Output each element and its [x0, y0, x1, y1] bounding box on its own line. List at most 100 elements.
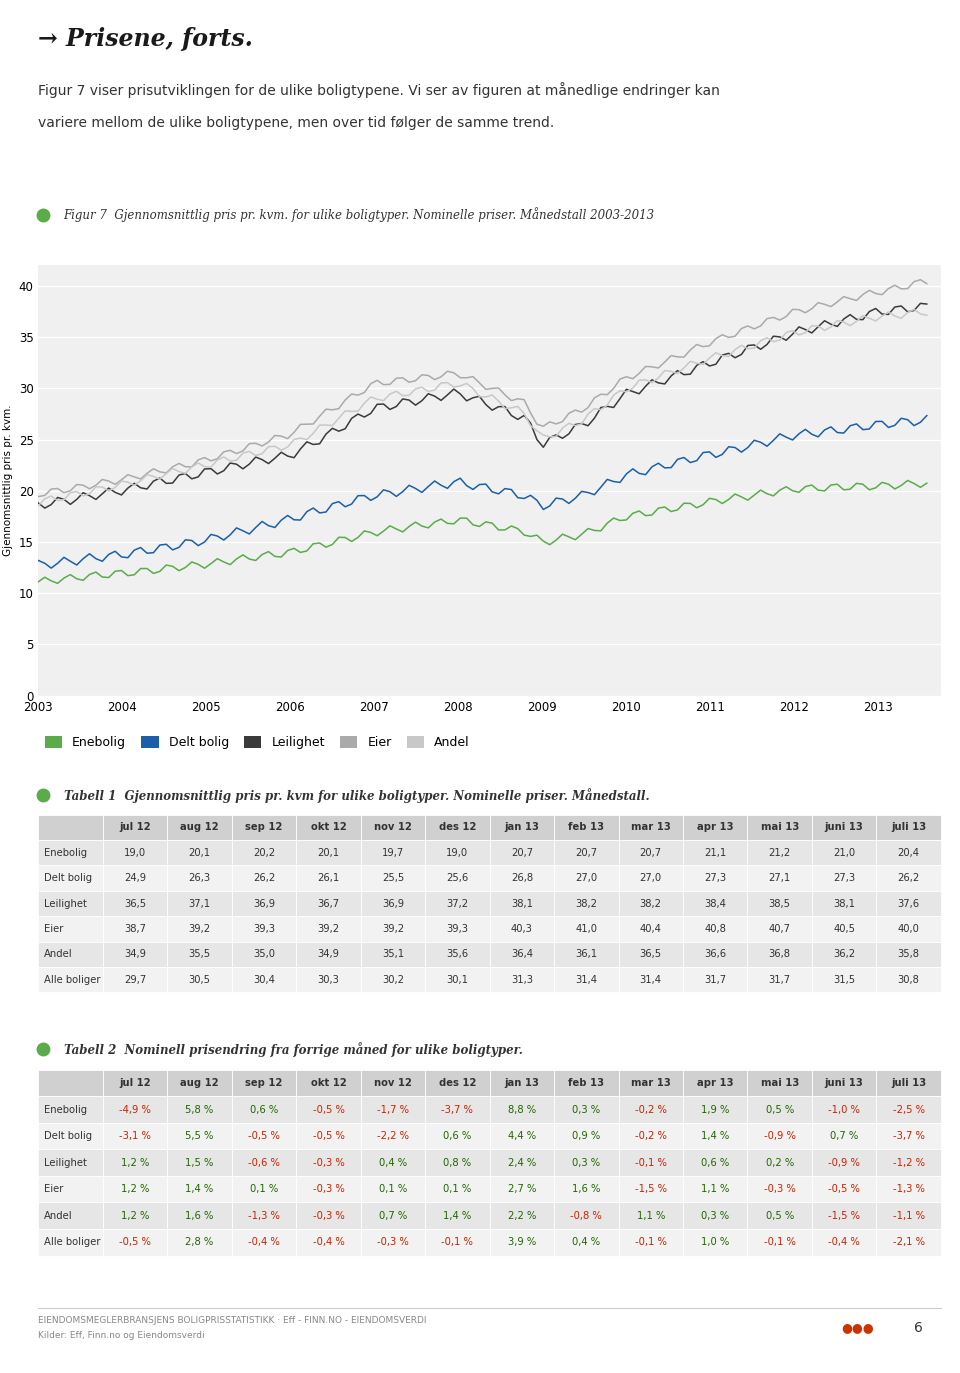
- Text: 36,5: 36,5: [124, 898, 146, 909]
- Text: Alle boliger: Alle boliger: [44, 1237, 100, 1247]
- Text: 20,7: 20,7: [575, 847, 597, 858]
- FancyBboxPatch shape: [812, 840, 876, 865]
- Text: 27,1: 27,1: [769, 873, 791, 883]
- FancyBboxPatch shape: [554, 967, 618, 993]
- Text: 1,4 %: 1,4 %: [701, 1131, 730, 1141]
- Text: apr 13: apr 13: [697, 822, 733, 832]
- Text: 39,3: 39,3: [446, 924, 468, 934]
- FancyBboxPatch shape: [361, 891, 425, 916]
- Text: 36,9: 36,9: [252, 898, 276, 909]
- Text: 39,3: 39,3: [253, 924, 275, 934]
- Text: juli 13: juli 13: [891, 1078, 926, 1087]
- Text: -2,2 %: -2,2 %: [377, 1131, 409, 1141]
- FancyBboxPatch shape: [231, 865, 297, 891]
- Text: Andel: Andel: [44, 949, 72, 960]
- Text: 1,1 %: 1,1 %: [636, 1211, 665, 1221]
- Text: feb 13: feb 13: [568, 822, 604, 832]
- Text: 0,4 %: 0,4 %: [379, 1157, 407, 1167]
- Text: variere mellom de ulike boligtypene, men over tid følger de samme trend.: variere mellom de ulike boligtypene, men…: [38, 117, 555, 130]
- Legend: Enebolig, Delt bolig, Leilighet, Eier, Andel: Enebolig, Delt bolig, Leilighet, Eier, A…: [45, 736, 469, 748]
- Text: EIENDOMSMEGLERBRANSJENS BOLIGPRISSTATISTIKK · Eff - FINN.NO - EIENDOMSVERDI: EIENDOMSMEGLERBRANSJENS BOLIGPRISSTATIST…: [38, 1315, 427, 1325]
- FancyBboxPatch shape: [618, 942, 683, 967]
- FancyBboxPatch shape: [297, 1070, 361, 1096]
- FancyBboxPatch shape: [683, 1203, 748, 1229]
- FancyBboxPatch shape: [38, 1123, 103, 1149]
- FancyBboxPatch shape: [683, 967, 748, 993]
- Text: 26,2: 26,2: [898, 873, 920, 883]
- FancyBboxPatch shape: [618, 891, 683, 916]
- Text: 40,8: 40,8: [705, 924, 726, 934]
- Text: -0,4 %: -0,4 %: [248, 1237, 280, 1247]
- Y-axis label: Gjennomsnittlig pris pr. kvm.: Gjennomsnittlig pris pr. kvm.: [3, 405, 13, 556]
- Text: 0,1 %: 0,1 %: [250, 1184, 278, 1195]
- FancyBboxPatch shape: [490, 1229, 554, 1255]
- Text: 31,4: 31,4: [575, 975, 597, 984]
- FancyBboxPatch shape: [490, 967, 554, 993]
- Text: Enebolig: Enebolig: [44, 847, 87, 858]
- Text: 27,0: 27,0: [639, 873, 661, 883]
- Text: 0,2 %: 0,2 %: [765, 1157, 794, 1167]
- Text: 38,4: 38,4: [705, 898, 726, 909]
- FancyBboxPatch shape: [490, 865, 554, 891]
- FancyBboxPatch shape: [490, 916, 554, 942]
- FancyBboxPatch shape: [361, 1096, 425, 1123]
- FancyBboxPatch shape: [618, 1229, 683, 1255]
- FancyBboxPatch shape: [167, 840, 231, 865]
- FancyBboxPatch shape: [425, 1229, 490, 1255]
- Text: 0,9 %: 0,9 %: [572, 1131, 600, 1141]
- FancyBboxPatch shape: [812, 1149, 876, 1175]
- FancyBboxPatch shape: [748, 840, 812, 865]
- Text: 36,4: 36,4: [511, 949, 533, 960]
- FancyBboxPatch shape: [425, 916, 490, 942]
- FancyBboxPatch shape: [683, 1070, 748, 1096]
- FancyBboxPatch shape: [618, 1070, 683, 1096]
- FancyBboxPatch shape: [748, 814, 812, 840]
- FancyBboxPatch shape: [618, 814, 683, 840]
- Text: 0,3 %: 0,3 %: [572, 1157, 600, 1167]
- FancyBboxPatch shape: [38, 840, 103, 865]
- Text: -0,2 %: -0,2 %: [635, 1104, 666, 1115]
- FancyBboxPatch shape: [231, 814, 297, 840]
- FancyBboxPatch shape: [425, 1149, 490, 1175]
- FancyBboxPatch shape: [38, 1149, 103, 1175]
- Text: 34,9: 34,9: [318, 949, 340, 960]
- FancyBboxPatch shape: [554, 865, 618, 891]
- FancyBboxPatch shape: [231, 942, 297, 967]
- FancyBboxPatch shape: [876, 1096, 941, 1123]
- FancyBboxPatch shape: [231, 916, 297, 942]
- FancyBboxPatch shape: [490, 814, 554, 840]
- FancyBboxPatch shape: [554, 1096, 618, 1123]
- Text: jan 13: jan 13: [504, 822, 540, 832]
- Text: 36,6: 36,6: [704, 949, 727, 960]
- FancyBboxPatch shape: [231, 840, 297, 865]
- Text: -1,7 %: -1,7 %: [377, 1104, 409, 1115]
- Text: 40,3: 40,3: [511, 924, 533, 934]
- FancyBboxPatch shape: [297, 916, 361, 942]
- FancyBboxPatch shape: [167, 1070, 231, 1096]
- Text: 30,3: 30,3: [318, 975, 340, 984]
- FancyBboxPatch shape: [748, 967, 812, 993]
- FancyBboxPatch shape: [297, 865, 361, 891]
- FancyBboxPatch shape: [297, 840, 361, 865]
- Text: Tabell 2  Nominell prisendring fra forrige måned for ulike boligtyper.: Tabell 2 Nominell prisendring fra forrig…: [63, 1042, 522, 1057]
- FancyBboxPatch shape: [38, 916, 103, 942]
- FancyBboxPatch shape: [297, 942, 361, 967]
- Text: Eier: Eier: [44, 924, 63, 934]
- FancyBboxPatch shape: [38, 891, 103, 916]
- FancyBboxPatch shape: [167, 814, 231, 840]
- Text: 2,8 %: 2,8 %: [185, 1237, 214, 1247]
- FancyBboxPatch shape: [103, 1229, 167, 1255]
- Text: 1,2 %: 1,2 %: [121, 1211, 149, 1221]
- Text: 20,1: 20,1: [318, 847, 340, 858]
- Text: -0,5 %: -0,5 %: [313, 1104, 345, 1115]
- Text: nov 12: nov 12: [374, 822, 412, 832]
- Text: 38,1: 38,1: [511, 898, 533, 909]
- Text: Figur 7 viser prisutviklingen for de ulike boligtypene. Vi ser av figuren at mån: Figur 7 viser prisutviklingen for de uli…: [38, 82, 720, 99]
- Text: 30,2: 30,2: [382, 975, 404, 984]
- Text: 25,6: 25,6: [446, 873, 468, 883]
- FancyBboxPatch shape: [425, 1096, 490, 1123]
- Text: aug 12: aug 12: [180, 1078, 219, 1087]
- Text: 36,1: 36,1: [575, 949, 597, 960]
- FancyBboxPatch shape: [618, 1149, 683, 1175]
- FancyBboxPatch shape: [812, 814, 876, 840]
